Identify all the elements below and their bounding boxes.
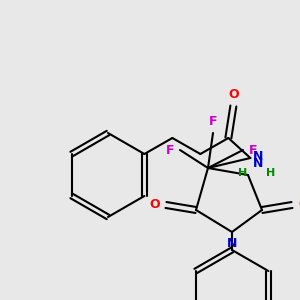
Text: O: O (228, 88, 239, 101)
Text: N: N (227, 237, 237, 250)
Text: N: N (254, 149, 264, 163)
Text: O: O (149, 199, 160, 212)
Text: O: O (298, 199, 300, 212)
Text: F: F (249, 143, 257, 157)
Text: F: F (166, 143, 174, 157)
Text: H: H (266, 168, 275, 178)
Text: F: F (209, 115, 217, 128)
Text: N: N (253, 157, 263, 170)
Text: H: H (238, 168, 247, 178)
